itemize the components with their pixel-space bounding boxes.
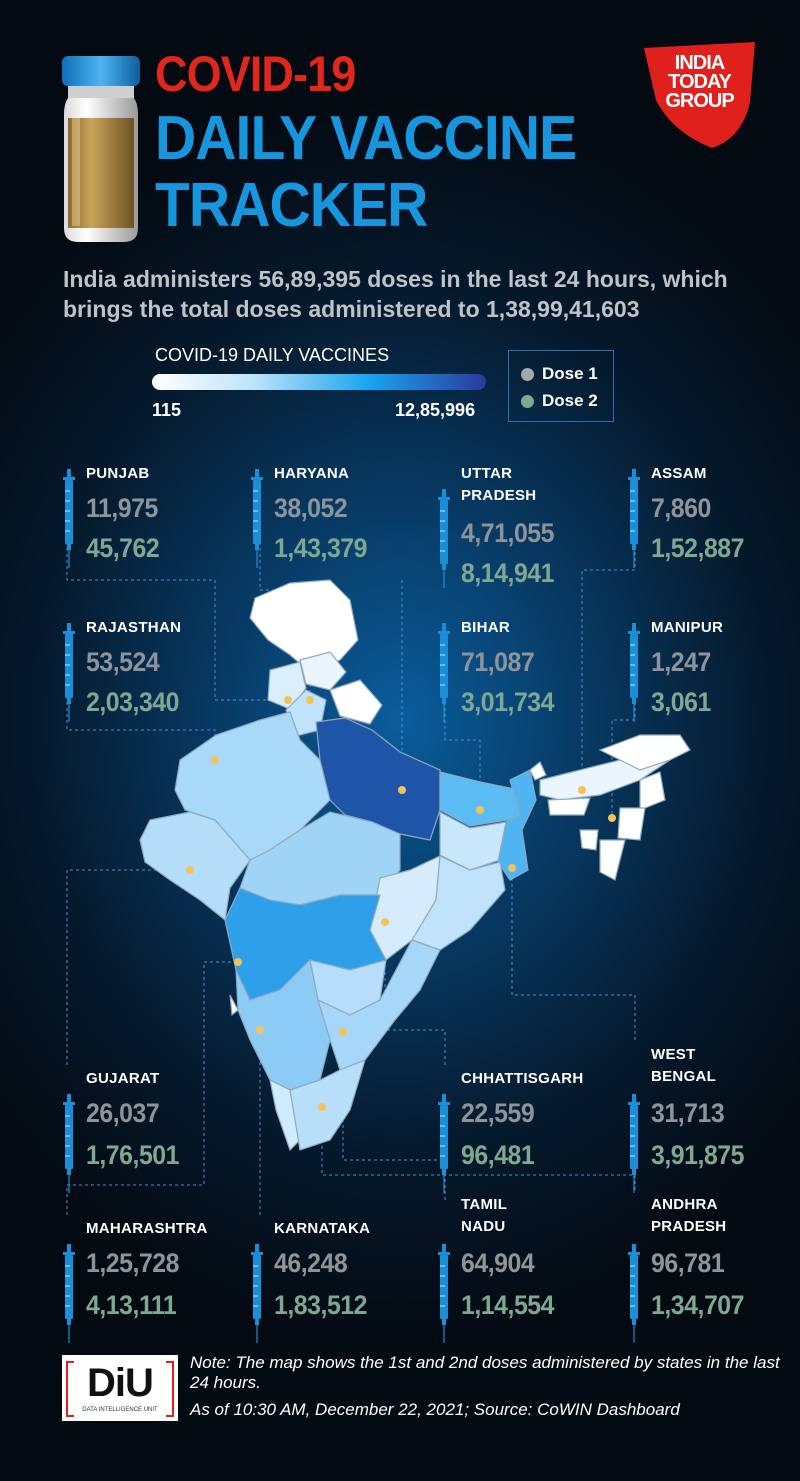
dose2-value: 1,14,554 xyxy=(461,1290,555,1320)
footer-note: Note: The map shows the 1st and 2nd dose… xyxy=(190,1353,780,1392)
syringe-icon xyxy=(627,1094,641,1194)
dose2-value: 96,481 xyxy=(461,1140,535,1170)
state-name: KARNATAKA xyxy=(274,1220,371,1237)
color-scale-bar xyxy=(152,374,486,390)
legend-min: 115 xyxy=(152,400,182,420)
dose2-dot xyxy=(521,394,534,408)
state-name: MAHARASHTRA xyxy=(86,1220,208,1237)
diu-logo: DiU DATA INTELLIGENCE UNIT xyxy=(62,1355,178,1421)
dose1-value: 31,713 xyxy=(651,1098,725,1128)
state-name: GUJARAT xyxy=(86,1070,160,1087)
syringe-icon xyxy=(62,1094,76,1194)
state-name: PUNJAB xyxy=(86,465,150,482)
india-today-logo: INDIA TODAY GROUP xyxy=(642,40,757,150)
logo-line-india: INDIA xyxy=(674,52,725,74)
legend-title: COVID-19 DAILY VACCINES xyxy=(155,345,390,365)
dose2-legend-item: Dose 2 xyxy=(521,391,598,411)
state-card-chhattisgarh: CHHATTISGARH 22,559 96,481 xyxy=(437,1068,607,1208)
logo-line-group: GROUP xyxy=(665,90,734,112)
dose2-value: 1,34,707 xyxy=(651,1290,745,1320)
state-card-haryana: HARYANA 38,052 1,43,379 xyxy=(250,463,420,603)
state-card-manipur: MANIPUR 1,247 3,061 xyxy=(627,617,797,757)
dose1-value: 53,524 xyxy=(86,647,160,677)
dose1-value: 11,975 xyxy=(86,493,158,523)
dose1-value: 7,860 xyxy=(651,493,711,523)
dose2-value: 45,762 xyxy=(86,533,160,563)
state-name: CHHATTISGARH xyxy=(461,1070,584,1087)
syringe-icon xyxy=(437,1094,451,1194)
syringe-icon xyxy=(437,623,451,723)
legend-max: 12,85,996 xyxy=(395,400,476,420)
dose1-value: 96,781 xyxy=(651,1248,725,1278)
dose1-value: 1,247 xyxy=(651,647,711,677)
state-name: HARYANA xyxy=(274,465,350,482)
dose2-value: 2,03,340 xyxy=(86,687,180,717)
state-name: ASSAM xyxy=(651,465,707,482)
dose1-value: 46,248 xyxy=(274,1248,348,1278)
title-tracker: TRACKER xyxy=(155,171,428,240)
state-card-tamil-nadu: TAMIL NADU 64,904 1,14,554 xyxy=(437,1194,607,1344)
dose2-label: Dose 2 xyxy=(542,391,598,410)
diu-logo-text: DiU xyxy=(87,1361,154,1405)
state-card-bihar: BIHAR 71,087 3,01,734 xyxy=(437,617,607,757)
state-card-assam: ASSAM 7,860 1,52,887 xyxy=(627,463,797,603)
state-name: RAJASTHAN xyxy=(86,619,182,636)
state-name: TAMIL NADU xyxy=(461,1196,508,1235)
state-card-gujarat: GUJARAT 26,037 1,76,501 xyxy=(62,1068,232,1208)
logo-line-today: TODAY xyxy=(668,71,732,93)
syringe-icon xyxy=(250,1244,264,1344)
india-map xyxy=(66,530,691,1215)
state-name: MANIPUR xyxy=(651,619,724,636)
state-name: ANDHRA PRADESH xyxy=(651,1196,727,1235)
dose2-value: 8,14,941 xyxy=(461,558,555,588)
dose2-value: 3,91,875 xyxy=(651,1140,745,1170)
syringe-icon xyxy=(62,469,76,569)
dose1-label: Dose 1 xyxy=(542,364,598,383)
diu-logo-subtext: DATA INTELLIGENCE UNIT xyxy=(82,1407,158,1413)
syringe-icon xyxy=(437,489,451,589)
footer-source: As of 10:30 AM, December 22, 2021; Sourc… xyxy=(190,1400,680,1419)
state-name: UTTAR PRADESH xyxy=(461,465,537,504)
dose2-value: 1,83,512 xyxy=(274,1290,368,1320)
dose2-value: 1,76,501 xyxy=(86,1140,180,1170)
state-card-karnataka: KARNATAKA 46,248 1,83,512 xyxy=(250,1218,420,1358)
state-card-maharashtra: MAHARASHTRA 1,25,728 4,13,111 xyxy=(62,1218,232,1358)
dose2-value: 4,13,111 xyxy=(86,1290,177,1320)
dose2-value: 1,43,379 xyxy=(274,533,368,563)
state-card-west-bengal: WEST BENGAL 31,713 3,91,875 xyxy=(627,1044,797,1194)
dose1-value: 64,904 xyxy=(461,1248,535,1278)
title-covid: COVID-19 xyxy=(155,46,356,102)
dose2-value: 3,01,734 xyxy=(461,687,555,717)
summary-text: India administers 56,89,395 doses in the… xyxy=(63,266,728,322)
dose-legend: Dose 1 Dose 2 xyxy=(508,350,614,422)
vaccine-vial-icon xyxy=(62,56,140,242)
syringe-icon xyxy=(62,1244,76,1344)
state-name: BIHAR xyxy=(461,619,510,636)
syringe-icon xyxy=(627,469,641,569)
syringe-icon xyxy=(627,1244,641,1344)
syringe-icon xyxy=(437,1244,451,1344)
dose1-value: 1,25,728 xyxy=(86,1248,180,1278)
state-card-punjab: PUNJAB 11,975 45,762 xyxy=(62,463,232,603)
dose1-value: 4,71,055 xyxy=(461,518,555,548)
dose1-value: 26,037 xyxy=(86,1098,160,1128)
dose1-value: 22,559 xyxy=(461,1098,535,1128)
state-card-uttar-pradesh: UTTAR PRADESH 4,71,055 8,14,941 xyxy=(437,463,607,598)
syringe-icon xyxy=(62,623,76,723)
syringe-icon xyxy=(250,469,264,569)
state-card-rajasthan: RAJASTHAN 53,524 2,03,340 xyxy=(62,617,232,757)
dose1-value: 71,087 xyxy=(461,647,535,677)
dose2-value: 1,52,887 xyxy=(651,533,745,563)
dose1-value: 38,052 xyxy=(274,493,348,523)
dose2-value: 3,061 xyxy=(651,687,711,717)
state-card-andhra-pradesh: ANDHRA PRADESH 96,781 1,34,707 xyxy=(627,1194,797,1344)
dose1-dot xyxy=(521,367,534,381)
dose1-legend-item: Dose 1 xyxy=(521,364,598,384)
state-name: WEST BENGAL xyxy=(651,1046,717,1085)
title-daily-vaccine: DAILY VACCINE xyxy=(155,104,577,173)
syringe-icon xyxy=(627,623,641,723)
